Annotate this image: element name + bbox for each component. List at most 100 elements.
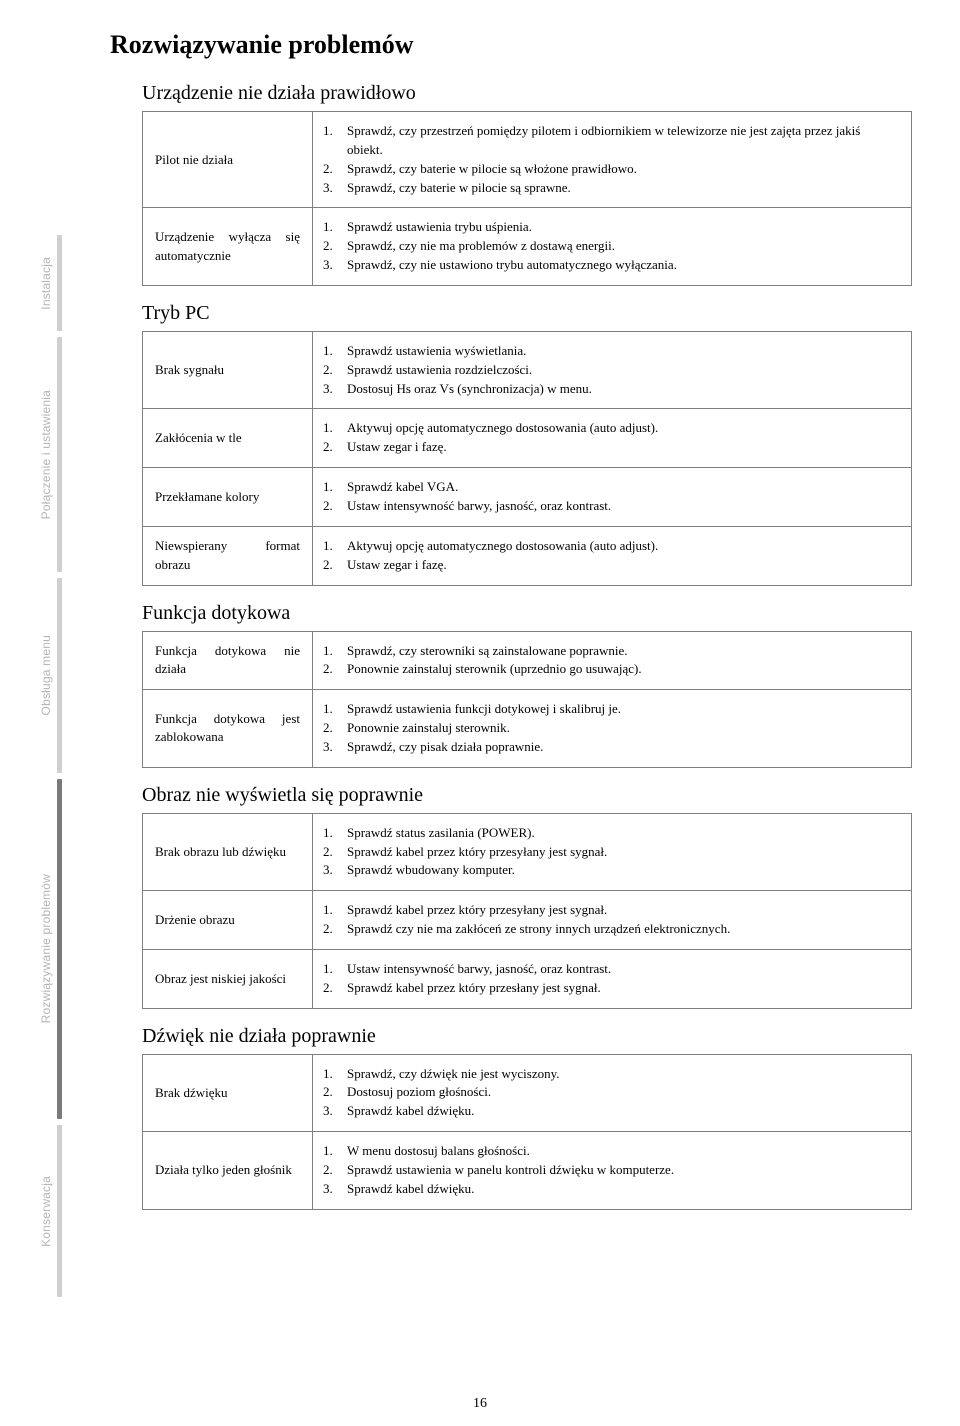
solution-step: 1.Sprawdź, czy dźwięk nie jest wyciszony… [323,1065,897,1084]
section-title: Dźwięk nie działa poprawnie [142,1025,900,1048]
solution-step: 2.Sprawdź ustawienia rozdzielczości. [323,361,897,380]
side-tab-label: Instalacja [39,257,53,310]
problem-label: Urządzenie wyłącza się automatycznie [143,208,313,286]
solution-steps: 1.W menu dostosuj balans głośności.2.Spr… [323,1142,897,1199]
step-text: Sprawdź, czy nie ma problemów z dostawą … [347,237,897,256]
solution-steps: 1.Sprawdź kabel VGA.2.Ustaw intensywność… [323,478,897,516]
solution-step: 1.W menu dostosuj balans głośności. [323,1142,897,1161]
step-text: Sprawdź kabel przez który przesyłany jes… [347,843,897,862]
troubleshooting-table: Funkcja dotykowa nie działa1.Sprawdź, cz… [142,631,912,768]
solution-step: 1.Sprawdź, czy sterowniki są zainstalowa… [323,642,897,661]
side-tab-label: Konserwacja [39,1176,53,1247]
table-row: Funkcja dotykowa jest zablokowana 1.Spraw… [143,690,912,768]
solution-step: 2.Sprawdź, czy nie ma problemów z dostaw… [323,237,897,256]
step-number: 1. [323,960,347,979]
solution-step: 1.Sprawdź ustawienia trybu uśpienia. [323,218,897,237]
step-number: 2. [323,237,347,256]
section-title: Obraz nie wyświetla się poprawnie [142,784,900,807]
side-tab[interactable]: Konserwacja [30,1125,62,1297]
problem-label: Brak sygnału [143,331,313,409]
side-tab[interactable]: Połączenie i ustawienia [30,337,62,572]
step-number: 1. [323,537,347,556]
problem-label: Brak obrazu lub dźwięku [143,813,313,891]
step-text: Sprawdź kabel dźwięku. [347,1102,897,1121]
problem-label: Funkcja dotykowa jest zablokowana [143,690,313,768]
step-number: 2. [323,1161,347,1180]
step-text: Sprawdź ustawienia trybu uśpienia. [347,218,897,237]
step-number: 2. [323,719,347,738]
step-text: Ustaw intensywność barwy, jasność, oraz … [347,960,897,979]
step-text: Sprawdź kabel VGA. [347,478,897,497]
step-number: 2. [323,160,347,179]
step-number: 2. [323,438,347,457]
section-title: Funkcja dotykowa [142,602,900,625]
step-text: Sprawdź, czy dźwięk nie jest wyciszony. [347,1065,897,1084]
side-nav: Instalacja Połączenie i ustawienia Obsługa… [30,235,62,1303]
problem-label: Niewspierany format obrazu [143,526,313,585]
solution-cell: 1.Sprawdź ustawienia trybu uśpienia.2.Sp… [313,208,912,286]
table-row: Obraz jest niskiej jakości 1.Ustaw intens… [143,949,912,1008]
table-row: Drżenie obrazu1.Sprawdź kabel przez któr… [143,891,912,950]
side-tab-bar [57,779,62,1119]
step-number: 2. [323,660,347,679]
side-tab[interactable]: Obsługa menu [30,578,62,773]
solution-step: 3.Sprawdź kabel dźwięku. [323,1102,897,1121]
solution-steps: 1.Ustaw intensywność barwy, jasność, ora… [323,960,897,998]
step-text: Sprawdź status zasilania (POWER). [347,824,897,843]
solution-steps: 1.Sprawdź status zasilania (POWER).2.Spr… [323,824,897,881]
solution-cell: 1.Aktywuj opcję automatycznego dostosowa… [313,526,912,585]
step-text: Ponownie zainstaluj sterownik. [347,719,897,738]
solution-step: 2.Ustaw zegar i fazę. [323,438,897,457]
table-row: Brak obrazu lub dźwięku1.Sprawdź status … [143,813,912,891]
solution-step: 1.Aktywuj opcję automatycznego dostosowa… [323,537,897,556]
step-text: Ponownie zainstaluj sterownik (uprzednio… [347,660,897,679]
solution-cell: 1.Sprawdź kabel przez który przesyłany j… [313,891,912,950]
step-text: Sprawdź, czy baterie w pilocie są sprawn… [347,179,897,198]
solution-step: 2.Ustaw intensywność barwy, jasność, ora… [323,497,897,516]
solution-steps: 1.Sprawdź ustawienia trybu uśpienia.2.Sp… [323,218,897,275]
step-number: 1. [323,700,347,719]
step-number: 3. [323,1102,347,1121]
table-row: Zakłócenia w tle1.Aktywuj opcję automaty… [143,409,912,468]
step-text: Sprawdź ustawienia rozdzielczości. [347,361,897,380]
solution-step: 1.Ustaw intensywność barwy, jasność, ora… [323,960,897,979]
side-tab-label: Rozwiązywanie problemów [39,874,53,1023]
step-text: Ustaw zegar i fazę. [347,556,897,575]
step-number: 1. [323,824,347,843]
step-text: Sprawdź wbudowany komputer. [347,861,897,880]
step-text: W menu dostosuj balans głośności. [347,1142,897,1161]
solution-step: 3.Sprawdź, czy nie ustawiono trybu autom… [323,256,897,275]
solution-step: 2.Ponownie zainstaluj sterownik (uprzedn… [323,660,897,679]
solution-step: 3.Sprawdź, czy baterie w pilocie są spra… [323,179,897,198]
table-row: Pilot nie działa1.Sprawdź, czy przestrze… [143,112,912,208]
step-number: 2. [323,1083,347,1102]
step-number: 1. [323,419,347,438]
section-title: Urządzenie nie działa prawidłowo [142,82,900,105]
step-text: Sprawdź ustawienia funkcji dotykowej i s… [347,700,897,719]
step-text: Sprawdź kabel przez który przesyłany jes… [347,901,897,920]
table-row: Urządzenie wyłącza się automatycznie1.Sp… [143,208,912,286]
side-tab-bar [57,1125,62,1297]
problem-label: Obraz jest niskiej jakości [143,949,313,1008]
step-number: 3. [323,861,347,880]
solution-step: 2.Sprawdź, czy baterie w pilocie są włoż… [323,160,897,179]
step-text: Sprawdź czy nie ma zakłóceń ze strony in… [347,920,897,939]
step-number: 2. [323,920,347,939]
solution-step: 3.Sprawdź kabel dźwięku. [323,1180,897,1199]
solution-step: 1.Aktywuj opcję automatycznego dostosowa… [323,419,897,438]
solution-step: 1.Sprawdź kabel VGA. [323,478,897,497]
step-number: 1. [323,218,347,237]
step-number: 3. [323,380,347,399]
solution-cell: 1.Sprawdź ustawienia wyświetlania.2.Spra… [313,331,912,409]
side-tab[interactable]: Instalacja [30,235,62,331]
solution-cell: 1.Ustaw intensywność barwy, jasność, ora… [313,949,912,1008]
side-tab[interactable]: Rozwiązywanie problemów [30,779,62,1119]
step-number: 1. [323,901,347,920]
solution-step: 1.Sprawdź status zasilania (POWER). [323,824,897,843]
solution-cell: 1.Sprawdź, czy sterowniki są zainstalowa… [313,631,912,690]
side-tab-bar [57,578,62,773]
step-text: Aktywuj opcję automatycznego dostosowani… [347,537,897,556]
table-row: Przekłamane kolory1.Sprawdź kabel VGA.2.… [143,468,912,527]
solution-step: 2.Dostosuj poziom głośności. [323,1083,897,1102]
solution-steps: 1.Aktywuj opcję automatycznego dostosowa… [323,419,897,457]
